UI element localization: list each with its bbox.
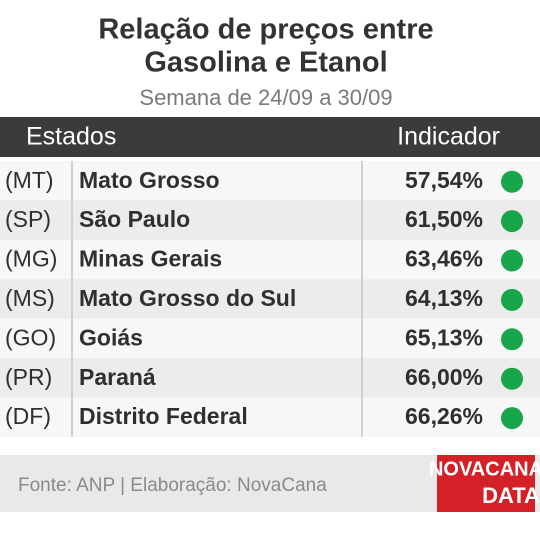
column-header: Indicador	[397, 123, 500, 151]
column-header: Estados	[26, 123, 116, 151]
subtitle: Semana de 24/09 a 30/09	[139, 85, 392, 110]
status-dot	[501, 288, 523, 311]
logo	[437, 455, 535, 512]
indicator: 57,54%	[405, 167, 483, 193]
status-dot	[501, 210, 523, 233]
logo-text: DATA	[482, 483, 540, 508]
state-code: (DF)	[5, 403, 51, 429]
state-name: Mato Grosso do Sul	[79, 285, 296, 311]
indicator: 66,00%	[405, 364, 483, 390]
indicator: 61,50%	[405, 206, 483, 232]
source: Fonte: ANP | Elaboração: NovaCana	[18, 475, 327, 496]
state-code: (SP)	[5, 206, 51, 232]
row-background	[0, 397, 540, 437]
state-code: (MG)	[5, 246, 57, 272]
state-name: Distrito Federal	[79, 403, 248, 429]
status-dot	[501, 407, 523, 430]
row-background	[0, 279, 540, 319]
state-name: Paraná	[79, 364, 156, 390]
status-dot	[501, 249, 523, 272]
title-line: Relação de preços entre	[98, 14, 433, 46]
indicator: 66,26%	[405, 403, 483, 429]
status-dot	[501, 328, 523, 351]
indicator: 63,46%	[405, 246, 483, 272]
logo-text: NOVACANA	[429, 458, 540, 480]
status-dot	[501, 367, 523, 390]
row-background	[0, 318, 540, 358]
row-background	[0, 200, 540, 240]
title-line: Gasolina e Etanol	[144, 47, 387, 79]
status-dot	[501, 170, 523, 193]
state-code: (PR)	[5, 364, 52, 390]
state-name: Goiás	[79, 324, 143, 350]
state-name: Mato Grosso	[79, 167, 220, 193]
table-header	[0, 117, 540, 157]
row-background	[0, 161, 540, 201]
state-code: (MS)	[5, 285, 55, 311]
table-body: (MT) Mato Grosso 57,54% (SP) São Paulo 61,50%…	[0, 161, 540, 437]
indicator: 64,13%	[405, 285, 483, 311]
row-background	[0, 239, 540, 280]
state-code: (GO)	[5, 324, 56, 350]
row-background	[0, 358, 540, 398]
state-name: São Paulo	[79, 206, 190, 232]
state-name: Minas Gerais	[79, 246, 222, 272]
indicator: 65,13%	[405, 324, 483, 350]
state-code: (MT)	[5, 167, 54, 193]
